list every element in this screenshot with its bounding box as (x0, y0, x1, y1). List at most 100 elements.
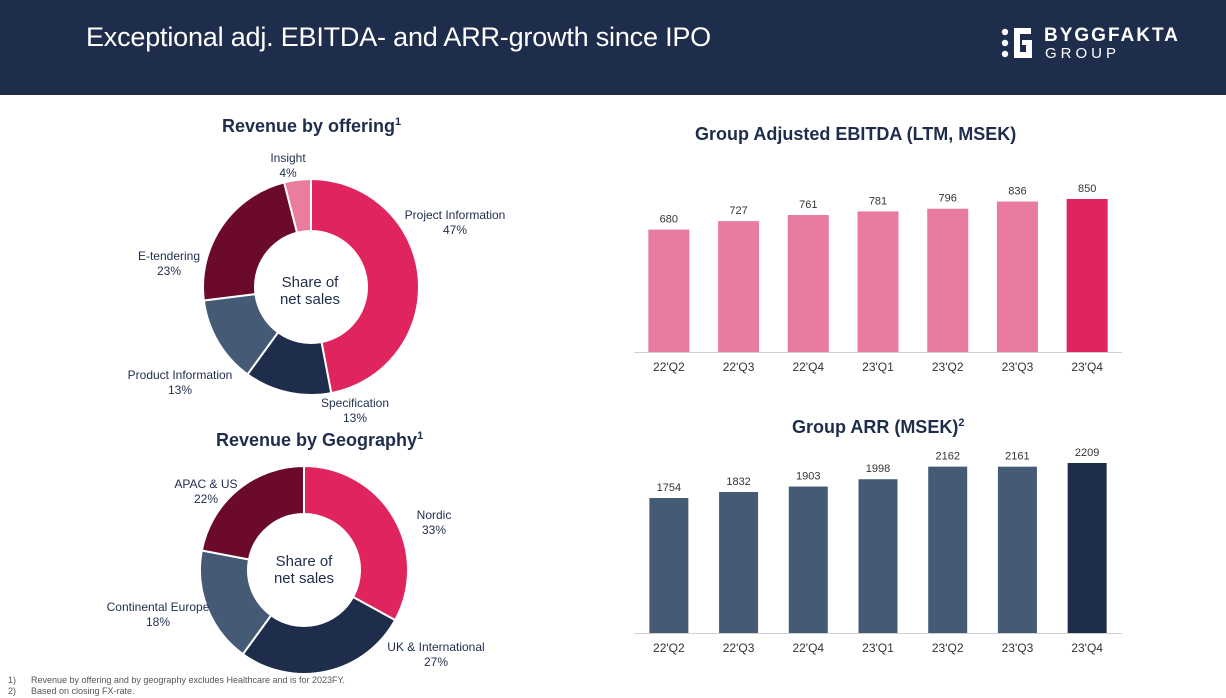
slice-label-insight: Insight 4% (258, 151, 318, 181)
x-tick-label: 22'Q2 (653, 360, 685, 374)
bar-value-label: 2162 (935, 451, 959, 463)
offering-chart-title: Revenue by offering1 (222, 116, 401, 137)
geography-title-text: Revenue by Geography (216, 430, 418, 450)
ebitda-bar-chart: 680 22'Q2 727 22'Q3 761 22'Q4 781 23'Q1 796 23'Q2… (634, 183, 1122, 374)
donut-slice-e-tendering (202, 181, 299, 302)
bar-23-q4 (1067, 463, 1107, 633)
offering-center-line-1: Share of (281, 274, 339, 291)
bar-value-label: 781 (869, 195, 887, 207)
slice-name: Nordic (416, 508, 452, 522)
bar-value-label: 1754 (657, 482, 681, 494)
slice-value: 33% (421, 523, 447, 537)
footnote-text: Revenue by offering and by geography exc… (31, 675, 345, 685)
footnote-2: 2) Based on closing FX-rate. (8, 686, 345, 697)
bar-value-label: 1832 (726, 476, 750, 488)
bar-23-q2 (928, 466, 968, 633)
geography-title-sup: 1 (417, 430, 424, 442)
offering-center-line-2: net sales (279, 291, 341, 308)
bar-22-q2 (648, 229, 690, 352)
bar-value-label: 680 (660, 214, 678, 226)
geography-center-label: Share of net sales (244, 553, 364, 587)
bar-22-q3 (719, 492, 759, 633)
bar-value-label: 761 (799, 199, 817, 211)
bar-value-label: 1903 (796, 471, 820, 483)
slice-name: Project Information (404, 208, 506, 222)
slice-value: 13% (342, 411, 368, 425)
slice-label-uk-international: UK & International 27% (376, 640, 496, 670)
slice-label-continental-europe: Continental Europe 18% (98, 600, 218, 630)
slice-value: 27% (423, 655, 449, 669)
page-title: Exceptional adj. EBITDA- and ARR-growth … (86, 22, 711, 52)
geography-center-line-2: net sales (273, 570, 335, 587)
ebitda-chart-title: Group Adjusted EBITDA (LTM, MSEK) (695, 124, 1016, 145)
donut-slice-project-information (310, 177, 420, 395)
arr-title-text: Group ARR (MSEK) (792, 417, 959, 437)
logo-name: BYGGFAKTA (1044, 25, 1180, 46)
donut-slice-uk-international (241, 595, 397, 675)
bar-23-q1 (858, 479, 898, 633)
donut-slice-insight (282, 177, 312, 234)
offering-title-sup: 1 (395, 116, 402, 128)
slice-label-product-information: Product Information 13% (120, 368, 240, 398)
x-tick-label: 22'Q3 (723, 641, 755, 655)
bar-value-label: 727 (729, 205, 747, 217)
offering-center-label: Share of net sales (250, 274, 370, 308)
slice-label-specification: Specification 13% (305, 396, 405, 426)
x-tick-label: 23'Q2 (932, 641, 964, 655)
slice-value: 23% (156, 264, 182, 278)
donut-charts (199, 177, 420, 675)
arr-bar-chart: 1754 22'Q2 1832 22'Q3 1903 22'Q4 1998 23'Q1 2162… (634, 447, 1122, 655)
x-tick-label: 23'Q2 (932, 360, 964, 374)
logo-mark-icon (1001, 28, 1032, 58)
slice-value: 4% (279, 166, 297, 180)
bar-value-label: 2209 (1075, 447, 1099, 459)
bar-22-q4 (788, 486, 828, 633)
bar-22-q2 (649, 498, 689, 633)
offering-title-text: Revenue by offering (222, 116, 396, 136)
x-tick-label: 23'Q3 (1002, 641, 1034, 655)
slice-label-nordic: Nordic 33% (404, 508, 464, 538)
bar-value-label: 836 (1008, 186, 1026, 198)
x-tick-label: 23'Q1 (862, 360, 894, 374)
slice-value: 18% (145, 615, 171, 629)
arr-title-sup: 2 (958, 417, 965, 429)
footnote-1: 1) Revenue by offering and by geography … (8, 675, 345, 686)
x-tick-label: 22'Q3 (723, 360, 755, 374)
x-tick-label: 23'Q4 (1071, 360, 1103, 374)
x-tick-label: 22'Q4 (792, 360, 824, 374)
offering-donut (202, 177, 420, 396)
logo-group: GROUP (1045, 45, 1121, 62)
x-tick-label: 23'Q4 (1071, 641, 1103, 655)
x-tick-label: 22'Q4 (792, 641, 824, 655)
bar-23-q1 (857, 211, 899, 352)
slice-name: Specification (320, 396, 390, 410)
x-tick-label: 23'Q1 (862, 641, 894, 655)
x-tick-label: 23'Q3 (1002, 360, 1034, 374)
bar-22-q3 (718, 221, 760, 352)
slice-value: 13% (167, 383, 193, 397)
slice-name: Continental Europe (106, 600, 210, 614)
bar-value-label: 1998 (866, 463, 890, 475)
geography-chart-title: Revenue by Geography1 (216, 430, 423, 451)
geography-center-line-1: Share of (275, 553, 333, 570)
slice-name: APAC & US (174, 477, 238, 491)
bar-value-label: 796 (939, 193, 957, 205)
bar-23-q4 (1066, 199, 1108, 352)
footnotes: 1) Revenue by offering and by geography … (8, 675, 345, 697)
bar-23-q3 (997, 466, 1037, 633)
slice-value: 22% (193, 492, 219, 506)
company-logo: BYGGFAKTA GROUP (1000, 24, 1200, 64)
bar-value-label: 850 (1078, 183, 1096, 195)
slice-name: Product Information (127, 368, 233, 382)
slice-value: 47% (442, 223, 468, 237)
arr-chart-title: Group ARR (MSEK)2 (792, 417, 964, 438)
footnote-number: 1) (8, 675, 17, 685)
ebitda-title-text: Group Adjusted EBITDA (LTM, MSEK) (695, 124, 1017, 144)
slice-label-e-tendering: E-tendering 23% (129, 249, 209, 279)
bar-23-q3 (996, 201, 1038, 352)
footnote-text: Based on closing FX-rate. (31, 686, 135, 696)
donut-slice-apac-us (200, 464, 305, 561)
donut-slice-nordic (303, 464, 409, 622)
bar-value-label: 2161 (1005, 451, 1029, 463)
slice-label-apac-us: APAC & US 22% (166, 477, 246, 507)
